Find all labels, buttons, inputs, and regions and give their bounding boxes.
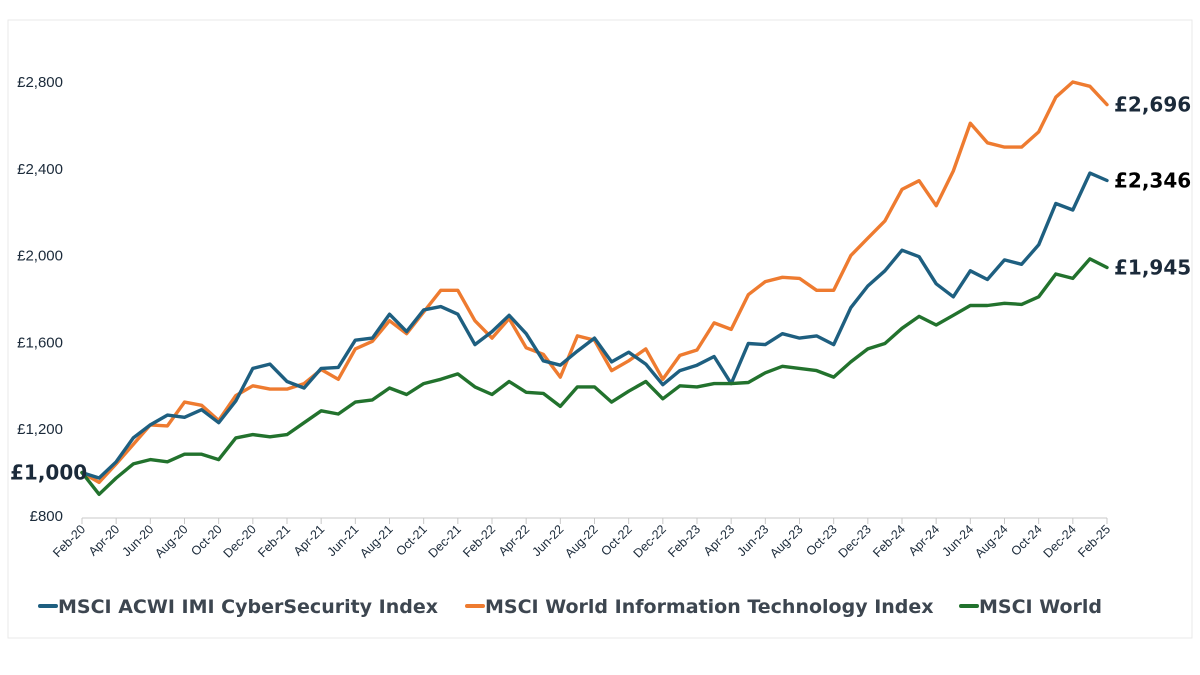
- x-tick-label: Apr-23: [701, 522, 737, 558]
- x-tick-label: Aug-23: [767, 522, 805, 560]
- x-tick-label: Apr-22: [496, 522, 532, 558]
- legend: MSCI ACWI IMI CyberSecurity Index MSCI Wo…: [38, 596, 1102, 618]
- series-line-0: [80, 171, 1109, 480]
- x-tick-label: Feb-21: [255, 522, 293, 560]
- x-tick-label: Dec-20: [221, 522, 259, 560]
- x-tick-label: Feb-25: [1075, 522, 1113, 560]
- x-tick-label: Dec-24: [1041, 522, 1079, 560]
- end-value-label: £2,696: [1114, 93, 1191, 117]
- x-tick-label: Oct-20: [188, 522, 224, 558]
- legend-item: MSCI ACWI IMI CyberSecurity Index: [38, 596, 438, 618]
- x-tick-label: Aug-24: [972, 522, 1010, 560]
- x-tick-label: Dec-22: [631, 522, 669, 560]
- legend-label: MSCI World Information Technology Index: [485, 596, 934, 618]
- x-axis: Feb-20Apr-20Jun-20Aug-20Oct-20Dec-20Feb-…: [50, 517, 1113, 561]
- y-tick-label: £2,000: [17, 248, 63, 265]
- x-tick-label: Feb-24: [870, 522, 908, 560]
- chart-frame: [7, 19, 1193, 639]
- x-tick-label: Feb-20: [50, 522, 88, 560]
- x-tick-label: Apr-21: [291, 522, 327, 558]
- x-tick-label: Jun-23: [735, 522, 772, 559]
- end-labels: £2,346 £2,696 £1,945 £1,000: [10, 93, 1191, 485]
- series-line-1: [80, 80, 1109, 485]
- end-value-label: £2,346: [1114, 169, 1191, 193]
- x-tick-label: Aug-20: [152, 522, 190, 560]
- y-tick-label: £2,800: [17, 74, 63, 91]
- x-tick-label: Aug-22: [562, 522, 600, 560]
- x-tick-label: Feb-22: [460, 522, 498, 560]
- x-tick-label: Oct-24: [1008, 522, 1044, 558]
- x-tick-label: Oct-23: [803, 522, 839, 558]
- x-tick-label: Apr-20: [86, 522, 122, 558]
- x-tick-label: Jun-24: [940, 522, 977, 559]
- x-tick-label: Oct-22: [598, 522, 634, 558]
- x-tick-label: Feb-23: [665, 522, 703, 560]
- end-value-label: £1,945: [1114, 256, 1191, 280]
- y-tick-label: £1,200: [17, 421, 63, 438]
- legend-label: MSCI ACWI IMI CyberSecurity Index: [58, 596, 438, 618]
- x-tick-label: Jun-21: [325, 522, 362, 559]
- y-tick-label: £800: [30, 508, 63, 525]
- x-tick-label: Dec-23: [836, 522, 874, 560]
- y-tick-label: £1,600: [17, 334, 63, 351]
- series-line-2: [80, 257, 1109, 496]
- x-tick-label: Oct-21: [393, 522, 429, 558]
- x-tick-label: Aug-21: [357, 522, 395, 560]
- legend-item: MSCI World Information Technology Index: [465, 596, 934, 618]
- legend-label: MSCI World: [979, 596, 1102, 618]
- start-value-label: £1,000: [10, 461, 87, 485]
- x-tick-label: Jun-22: [530, 522, 567, 559]
- legend-item: MSCI World: [959, 596, 1102, 618]
- x-tick-label: Jun-20: [120, 522, 157, 559]
- x-tick-label: Apr-24: [906, 522, 942, 558]
- series-layer: [80, 80, 1109, 496]
- y-tick-label: £2,400: [17, 161, 63, 178]
- x-tick-label: Dec-21: [426, 522, 464, 560]
- y-axis: £800 £1,200 £1,600 £2,000 £2,400 £2,800: [17, 74, 63, 525]
